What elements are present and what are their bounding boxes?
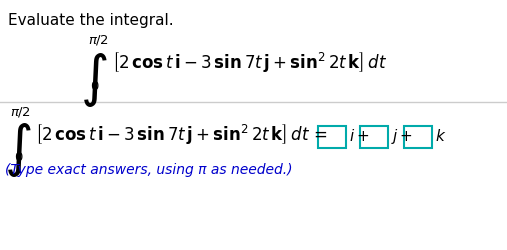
Text: Evaluate the integral.: Evaluate the integral. [8, 13, 173, 28]
FancyBboxPatch shape [360, 126, 388, 148]
FancyBboxPatch shape [404, 126, 432, 148]
Text: $k$: $k$ [435, 128, 446, 144]
Text: $\pi/2$: $\pi/2$ [10, 104, 31, 118]
Text: $\left[2\,\mathbf{cos}\,t\,\mathbf{i} - 3\,\mathbf{sin}\,7t\,\mathbf{j} + \mathb: $\left[2\,\mathbf{cos}\,t\,\mathbf{i} - … [112, 51, 387, 75]
Text: $\int$: $\int$ [4, 120, 31, 178]
Text: (Type exact answers, using π as needed.): (Type exact answers, using π as needed.) [5, 162, 293, 176]
Text: $\int$: $\int$ [80, 51, 107, 108]
FancyBboxPatch shape [318, 126, 346, 148]
Text: $\left[2\,\mathbf{cos}\,t\,\mathbf{i} - 3\,\mathbf{sin}\,7t\,\mathbf{j} + \mathb: $\left[2\,\mathbf{cos}\,t\,\mathbf{i} - … [35, 122, 328, 146]
Text: $0$: $0$ [14, 150, 23, 163]
Text: $i +$: $i +$ [349, 128, 369, 144]
Text: $\pi/2$: $\pi/2$ [88, 33, 109, 47]
Text: $0$: $0$ [90, 80, 99, 93]
Text: $j +$: $j +$ [391, 126, 413, 145]
